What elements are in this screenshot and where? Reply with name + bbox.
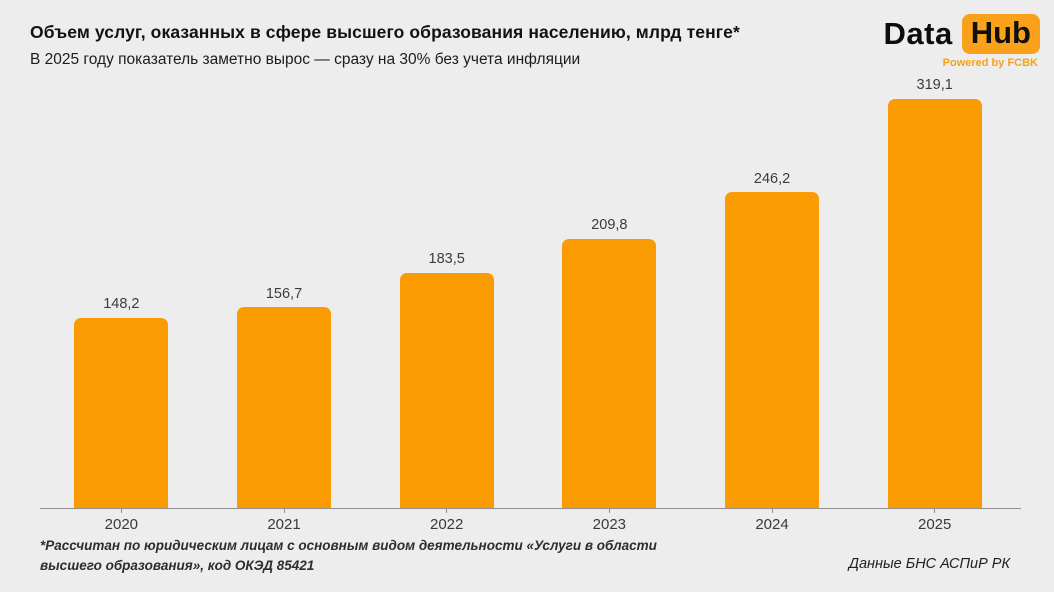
bar-2021 <box>237 307 331 508</box>
x-axis-tick <box>934 509 936 513</box>
x-axis-tick <box>283 509 285 513</box>
x-axis-label: 2024 <box>755 516 789 533</box>
bar-value-label: 183,5 <box>428 251 465 268</box>
bar-2022 <box>399 272 494 508</box>
x-axis-tick <box>771 509 773 513</box>
bar-column-2025: 319,1 <box>853 68 1016 508</box>
bar-2020 <box>74 318 169 508</box>
logo-tagline: Powered by FCBK <box>942 57 1038 70</box>
bar-value-label: 246,2 <box>753 170 791 187</box>
x-axis-cell: 2024 <box>691 509 854 533</box>
bar-2024 <box>725 192 820 508</box>
footnote: *Рассчитан по юридическим лицам с основн… <box>40 538 657 573</box>
x-axis-line <box>40 508 1021 509</box>
x-axis-tick <box>446 509 448 513</box>
bar-column-2020: 148,2 <box>40 68 203 508</box>
bar-value-label: 209,8 <box>591 217 628 234</box>
plot-area: 148,2 156,7 183,5 209,8 246,2 319,1 <box>40 68 1016 508</box>
x-axis-cell: 2020 <box>40 509 203 533</box>
bar-2025 <box>887 99 982 508</box>
x-axis-label: 2021 <box>267 516 301 533</box>
bar-2023 <box>562 239 657 508</box>
x-axis-cell: 2021 <box>203 509 366 533</box>
bar-chart: 148,2 156,7 183,5 209,8 246,2 319,1 <box>40 68 1016 508</box>
bar-value-label: 319,1 <box>916 77 953 94</box>
datahub-logo-wordmark: Data Hub <box>883 14 1040 55</box>
x-axis-label: 2023 <box>592 516 627 533</box>
x-axis-label: 2022 <box>429 516 464 533</box>
x-axis-tick <box>608 509 610 513</box>
header: Объем услуг, оказанных в сфере высшего о… <box>30 22 860 69</box>
bar-column-2021: 156,7 <box>203 68 366 508</box>
x-axis-cell: 2022 <box>365 509 528 533</box>
x-axis-cell: 2025 <box>853 509 1016 533</box>
chart-subtitle: В 2025 году показатель заметно вырос — с… <box>30 51 581 68</box>
logo-text-hub-badge: Hub <box>961 14 1040 55</box>
x-axis-cell: 2023 <box>528 509 691 533</box>
chart-title: Объем услуг, оказанных в сфере высшего о… <box>30 22 740 42</box>
logo-text-data: Data <box>883 16 953 52</box>
x-axis-label: 2025 <box>918 516 952 533</box>
x-axis-label: 2020 <box>104 516 139 533</box>
bar-column-2023: 209,8 <box>528 68 691 508</box>
bar-value-label: 148,2 <box>103 296 140 313</box>
bar-column-2022: 183,5 <box>365 68 528 508</box>
data-source: Данные БНС АСПиР РК <box>848 556 1010 572</box>
bar-value-label: 156,7 <box>265 285 303 302</box>
bar-column-2024: 246,2 <box>691 68 854 508</box>
x-axis-tick <box>120 509 122 513</box>
x-axis-labels: 2020 2021 2022 2023 2024 2025 <box>40 509 1016 533</box>
datahub-logo: Data Hub Powered by FCBK <box>884 14 1040 69</box>
